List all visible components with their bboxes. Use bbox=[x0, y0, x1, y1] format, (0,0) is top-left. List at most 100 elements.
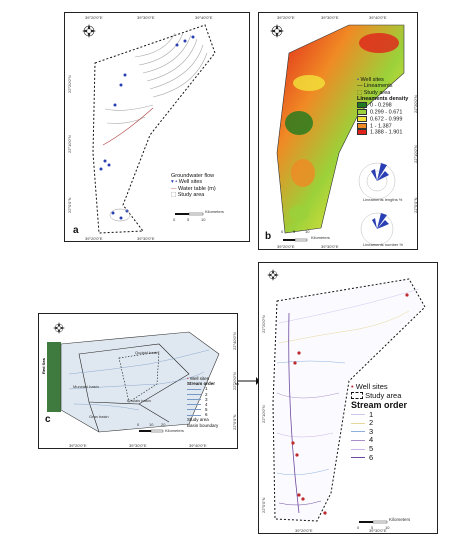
stream-order-4: 4 bbox=[187, 402, 218, 407]
density-swatch bbox=[357, 115, 367, 122]
stream-line-swatch bbox=[187, 399, 201, 400]
stream-order-label: 4 bbox=[369, 435, 374, 445]
panel-c-map-svg bbox=[47, 322, 239, 433]
density-swatch bbox=[357, 109, 367, 116]
tick-x-1: 39°20'0"E bbox=[277, 15, 295, 20]
density-range-label: 1.388 - 1.901 bbox=[370, 129, 403, 136]
rose-diagram-number bbox=[360, 212, 394, 246]
stream-order-5: 5 bbox=[351, 444, 407, 454]
density-range-label: 0 - 0.298 bbox=[370, 102, 392, 109]
stream-order-label: 1 bbox=[369, 409, 374, 419]
sea-label: Red Sea bbox=[41, 358, 46, 374]
tick-x-2: 39°30'0"E bbox=[321, 15, 339, 20]
north-arrow-icon bbox=[82, 24, 96, 38]
scale-unit: Kilometers bbox=[165, 428, 184, 433]
scale-unit: Kilometers bbox=[205, 209, 224, 214]
tick-y-2: 22°10'0"N bbox=[261, 405, 266, 423]
density-class-list: 0 - 0.298 0.299 - 0.671 0.672 - 0.999 1 - 1… bbox=[357, 102, 408, 136]
basin-label-1: Qudaid basin bbox=[135, 350, 159, 355]
stream-line-swatch bbox=[187, 388, 201, 390]
stream-line-swatch bbox=[351, 414, 365, 416]
panel-d-map-svg bbox=[267, 269, 426, 524]
tick-x-bottom-1: 39°20'0"E bbox=[277, 244, 295, 249]
stream-order-label: 3 bbox=[369, 426, 374, 436]
tick-x-1: 39°20'0"E bbox=[85, 15, 103, 20]
legend-flow-title: Groundwater flow bbox=[171, 173, 215, 179]
density-class-4: 1 - 1.387 bbox=[357, 122, 408, 130]
water-table-contours bbox=[104, 32, 208, 124]
tick-x-3: 39°40'0"E bbox=[189, 443, 207, 448]
panel-d-stream-order-map: 39°20'0"E 39°30'0"E 22°20'0"N 22°10'0"N … bbox=[258, 262, 438, 534]
legend-study-area: Study area bbox=[365, 390, 402, 400]
tick-y-1: 22°40'0"N bbox=[232, 332, 237, 350]
scale-unit: Kilometers bbox=[311, 235, 330, 240]
tick-x-2: 39°30'0"E bbox=[369, 528, 387, 533]
tick-y-3: 22°0'0"N bbox=[232, 414, 237, 430]
density-range-label: 0.299 - 0.671 bbox=[370, 109, 403, 116]
legend-density-title: Lineaments density bbox=[357, 95, 409, 102]
stream-line-swatch bbox=[351, 422, 365, 424]
panel-c-basin-map: Red Sea Qudaid basin Khulais basin Murwa… bbox=[38, 313, 239, 449]
scale-bar bbox=[359, 520, 388, 524]
scale-tick-2: 5 bbox=[187, 217, 190, 222]
basin-boundaries bbox=[78, 343, 190, 433]
stream-line-swatch bbox=[351, 439, 365, 441]
stream-line-swatch bbox=[351, 457, 365, 459]
stream-network bbox=[276, 288, 420, 514]
basin-label-4: Gran basin bbox=[89, 414, 109, 419]
panel-label-b: b bbox=[265, 231, 272, 242]
basin-label-3: Murwani basin bbox=[73, 384, 99, 389]
scale-tick-2: 5 bbox=[293, 229, 296, 234]
scale-tick-3: 20 bbox=[161, 422, 166, 427]
tick-x-1: 39°20'0"E bbox=[295, 528, 313, 533]
scale-tick-2: 10 bbox=[149, 422, 154, 427]
legend-study-area: Study area bbox=[177, 191, 205, 198]
tick-x-2: 39°30'0"E bbox=[129, 443, 147, 448]
flow-line bbox=[102, 107, 154, 146]
tick-x-bottom-1: 39°20'0"E bbox=[85, 236, 103, 241]
scale-tick-1: 0 bbox=[137, 422, 140, 427]
tick-y-3: 22°0'0"N bbox=[413, 197, 418, 213]
stream-order-2: 2 bbox=[187, 392, 218, 397]
tick-y-2: 22°10'0"N bbox=[413, 145, 418, 163]
stream-order-label: 5 bbox=[369, 444, 374, 454]
legend-stream-order-title: Stream order bbox=[351, 400, 408, 411]
panel-b-lineament-density-map: 39°20'0"E 39°30'0"E 39°40'0"E 39°20'0"E … bbox=[258, 12, 418, 250]
stream-network bbox=[68, 349, 210, 411]
stream-order-label: 6 bbox=[205, 412, 208, 418]
tick-x-2: 39°30'0"E bbox=[137, 15, 155, 20]
legend-b: • Well sites — Lineaments ⬚ Study area L… bbox=[357, 77, 409, 136]
stream-order-6: 6 bbox=[187, 412, 218, 417]
density-class-3: 0.672 - 0.999 bbox=[357, 115, 408, 123]
rose2-label: Lineaments number % bbox=[363, 242, 404, 247]
legend-a: Groundwater flow ▾ • Well sites — Water … bbox=[171, 173, 216, 198]
inset-connector-arrow bbox=[238, 377, 260, 385]
north-arrow-icon bbox=[53, 322, 65, 334]
stream-order-4: 4 bbox=[351, 436, 407, 445]
scale-unit: Kilometers bbox=[389, 517, 411, 522]
tick-y-2: 22°20'0"N bbox=[232, 372, 237, 390]
panel-b-map-svg bbox=[270, 24, 405, 246]
basin-label-2: Khulais basin bbox=[127, 398, 151, 403]
density-swatch bbox=[357, 122, 367, 129]
legend-stream-order: Stream order bbox=[187, 381, 216, 387]
panel-label-a: a bbox=[73, 225, 79, 236]
scale-tick-1: 0 bbox=[357, 525, 360, 530]
well-sites bbox=[291, 293, 409, 515]
density-class-2: 0.299 - 0.671 bbox=[357, 109, 408, 116]
scale-tick-3: 10 bbox=[305, 229, 310, 234]
stream-order-label: 4 bbox=[205, 401, 208, 407]
stream-order-label: 3 bbox=[205, 396, 208, 402]
legend-basin-boundary: Basin boundary bbox=[187, 422, 219, 428]
tick-y-3: 22°0'0"N bbox=[261, 497, 266, 513]
stream-order-2: 2 bbox=[351, 418, 407, 428]
stream-line-swatch bbox=[187, 393, 201, 395]
legend-well-sites: Well sites bbox=[355, 382, 388, 391]
scale-tick-1: 0 bbox=[173, 217, 176, 222]
stream-line-swatch bbox=[187, 414, 201, 416]
stream-line-swatch bbox=[351, 448, 365, 450]
